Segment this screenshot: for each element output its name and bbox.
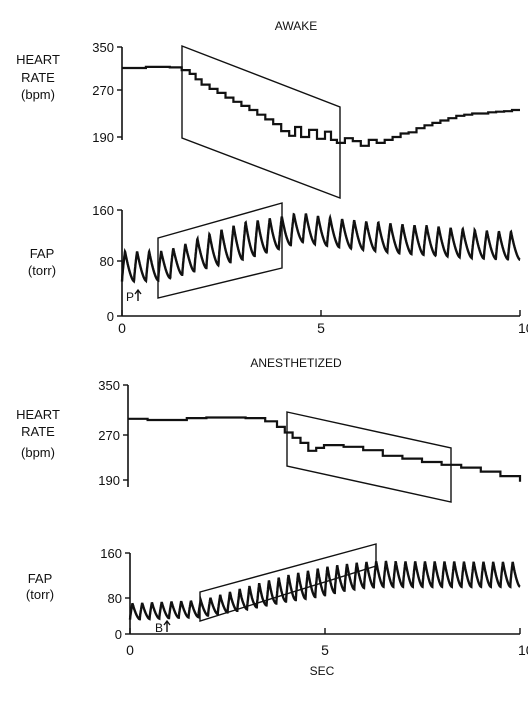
y-tick-label: 160: [92, 203, 114, 218]
y-tick-label: 350: [92, 40, 114, 55]
y-tick-label: 80: [108, 591, 122, 606]
y-axis-label: (torr): [26, 587, 54, 602]
y-axis-label: (bpm): [21, 87, 55, 102]
stimulus-arrow: [163, 619, 171, 632]
highlight-box: [286, 411, 452, 503]
chart-title: ANESTHETIZED: [250, 356, 342, 370]
y-axis-label: RATE: [21, 70, 55, 85]
y-tick-label: 0: [115, 627, 122, 642]
y-axis-label: FAP: [28, 571, 53, 586]
y-tick-label: 190: [92, 130, 114, 145]
stimulus-marker-label: P: [126, 290, 134, 304]
panel-frames: [117, 46, 521, 635]
x-tick-label: 0: [126, 642, 134, 658]
y-axis-label: HEART: [16, 407, 60, 422]
arterial-pressure-trace: [128, 560, 521, 621]
y-axis-label: (torr): [28, 263, 56, 278]
y-tick-label: 270: [92, 83, 114, 98]
x-tick-label: 10: [518, 642, 528, 658]
labels: AWAKEHEARTRATE(bpm)350270190FAP(torr)160…: [16, 19, 528, 678]
highlight-box: [181, 44, 341, 200]
x-tick-label: 10: [518, 320, 528, 336]
y-tick-label: 270: [98, 428, 120, 443]
x-tick-label: 5: [321, 642, 329, 658]
x-tick-label: 0: [118, 320, 126, 336]
x-tick-label: 5: [317, 320, 325, 336]
y-tick-label: 190: [98, 473, 120, 488]
y-tick-label: 160: [100, 546, 122, 561]
arterial-pressure-trace: [120, 212, 521, 284]
heart-rate-trace: [122, 65, 520, 147]
highlight-boxes: [157, 44, 452, 622]
y-tick-label: 350: [98, 378, 120, 393]
y-tick-label: 0: [107, 309, 114, 324]
y-axis-label: (bpm): [21, 445, 55, 460]
stimulus-marker-label: B: [155, 621, 163, 635]
stimulus-arrow: [134, 288, 142, 301]
y-axis-label: FAP: [30, 246, 55, 261]
data-traces: [120, 65, 522, 621]
y-axis-label: HEART: [16, 52, 60, 67]
chart-title: AWAKE: [275, 19, 317, 33]
y-tick-label: 80: [100, 254, 114, 269]
x-axis-label: SEC: [310, 664, 335, 678]
y-axis-label: RATE: [21, 424, 55, 439]
heart-rate-trace: [128, 416, 522, 482]
